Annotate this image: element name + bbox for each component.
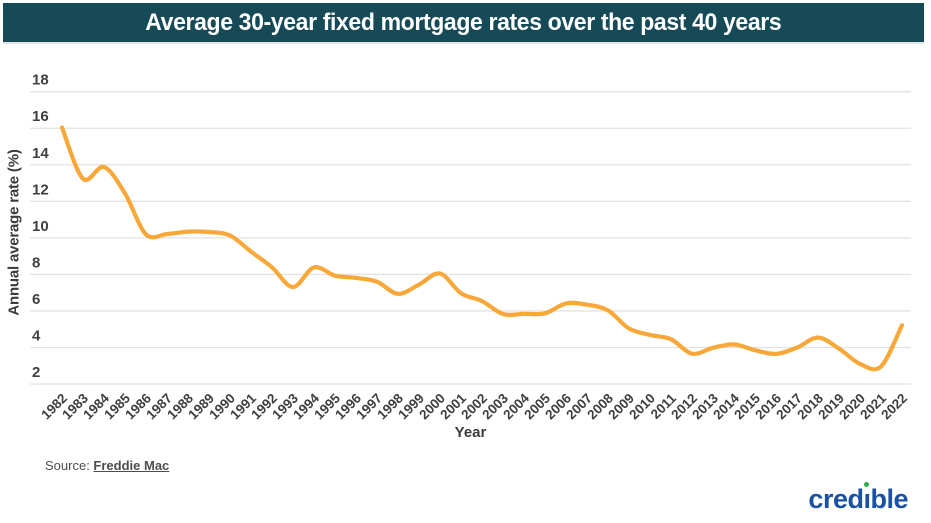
logo-i: ı xyxy=(863,482,871,514)
mortgage-rate-chart: 1816141210864219821983198419851986198719… xyxy=(30,72,911,422)
y-tick-label: 4 xyxy=(32,327,41,344)
logo-i-glyph: ı xyxy=(863,484,871,514)
logo-text-pre: cred xyxy=(808,484,864,514)
source-prefix: Source: xyxy=(45,458,94,473)
y-tick-label: 6 xyxy=(32,291,40,308)
x-axis-title: Year xyxy=(454,424,487,441)
y-tick-label: 12 xyxy=(32,181,49,198)
chart-title: Average 30-year fixed mortgage rates ove… xyxy=(145,8,782,36)
y-tick-label: 2 xyxy=(32,364,40,381)
y-tick-label: 8 xyxy=(32,254,40,271)
y-tick-label: 16 xyxy=(32,108,49,125)
credible-logo: cred ıble xyxy=(808,482,908,514)
y-tick-label: 18 xyxy=(32,72,49,89)
logo-green-dot-icon xyxy=(864,482,870,487)
source-link[interactable]: Freddie Mac xyxy=(93,458,170,473)
y-axis-title: Annual average rate (%) xyxy=(5,149,23,316)
source-note: Source: Freddie Mac xyxy=(45,458,169,473)
title-banner: Average 30-year fixed mortgage rates ove… xyxy=(3,3,924,42)
logo-text-post: ble xyxy=(870,484,908,514)
mortgage-rate-line xyxy=(59,125,905,372)
y-tick-label: 14 xyxy=(32,145,49,162)
y-tick-label: 10 xyxy=(32,218,49,235)
